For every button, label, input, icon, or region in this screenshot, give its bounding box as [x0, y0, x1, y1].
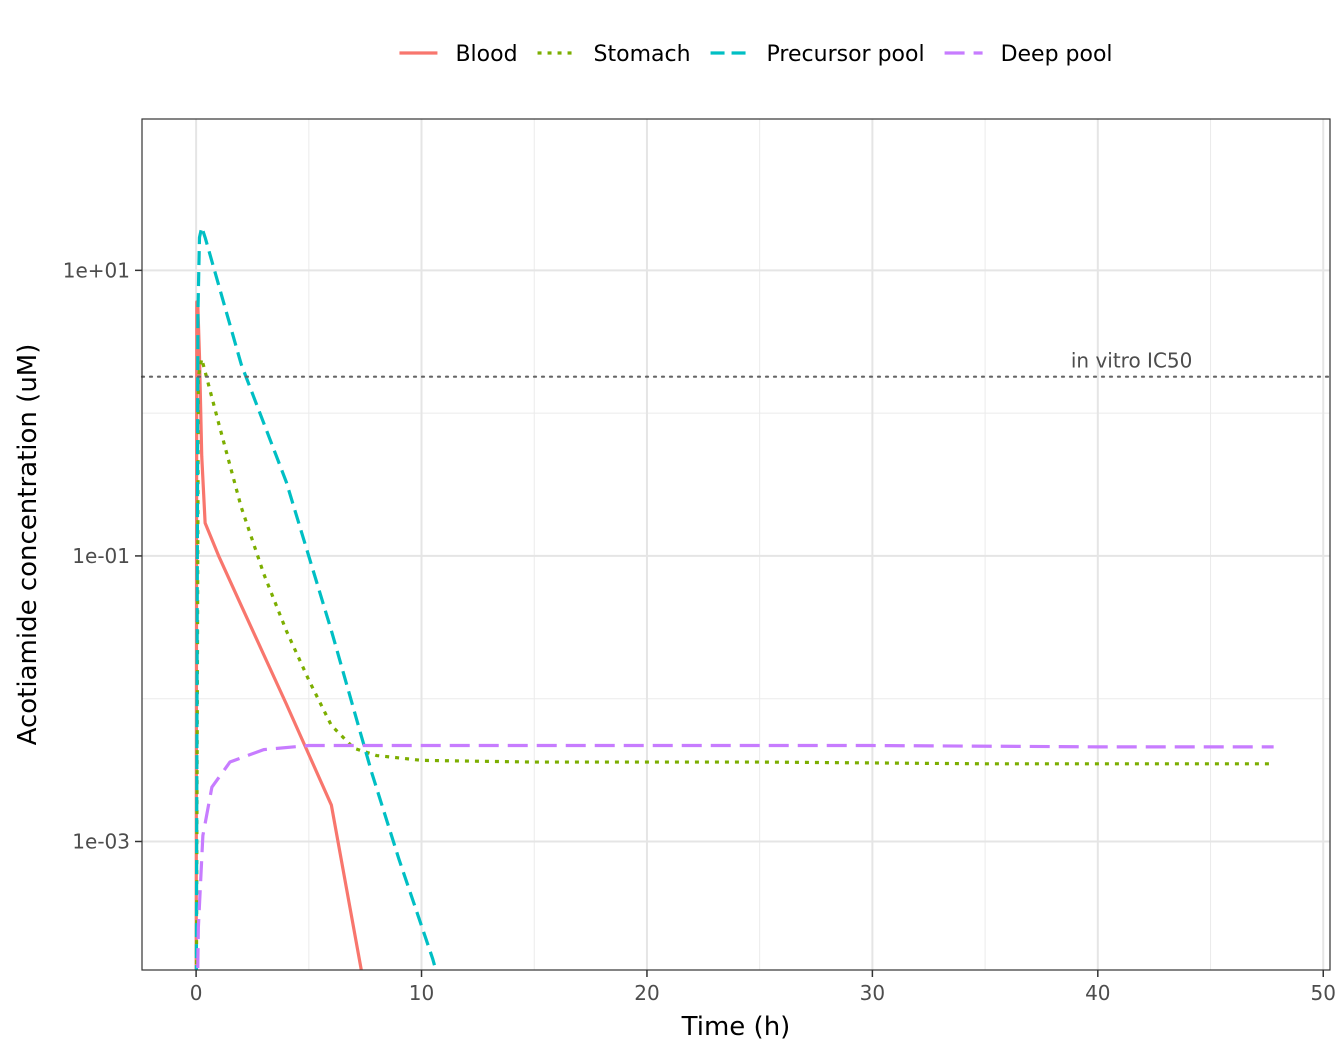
legend-label-blood: Blood — [455, 42, 517, 67]
x-tick-label: 50 — [1311, 981, 1336, 1005]
series-line-blood — [194, 300, 363, 970]
y-tick-label: 1e-01 — [72, 544, 130, 568]
y-axis-title: Acotiamide concentration (uM) — [13, 344, 43, 746]
series-line-stomach — [194, 357, 1274, 970]
y-tick-label: 1e+01 — [63, 258, 130, 282]
reference-line-group: in vitro IC50 — [140, 349, 1332, 378]
legend-label-stomach: Stomach — [594, 42, 691, 67]
series-line-deep-pool — [196, 743, 1274, 970]
x-tick-label: 20 — [634, 981, 659, 1005]
y-tick-label: 1e-03 — [72, 829, 130, 853]
x-tick-label: 0 — [190, 981, 203, 1005]
legend-label-precursor-pool: Precursor pool — [767, 42, 925, 67]
series-line-precursor-pool — [194, 225, 438, 970]
x-tick-label: 30 — [860, 981, 885, 1005]
legend-label-deep-pool: Deep pool — [1001, 42, 1113, 67]
panel-border — [141, 118, 1331, 971]
grid — [142, 119, 1330, 970]
x-tick-label: 40 — [1085, 981, 1110, 1005]
legend: Blood Stomach Precursor pool Deep pool — [399, 42, 1113, 67]
plot-series — [194, 225, 1274, 970]
x-tick-label: 10 — [409, 981, 434, 1005]
axes: 0 10 20 30 40 50 1e+01 1e-01 1e-03 — [63, 258, 1336, 1005]
x-axis-title: Time (h) — [681, 1012, 791, 1042]
reference-label: in vitro IC50 — [1071, 349, 1193, 373]
